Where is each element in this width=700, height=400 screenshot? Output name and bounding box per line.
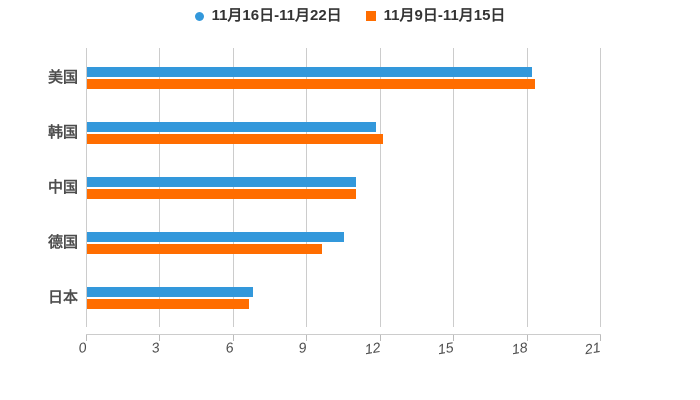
- gridline-x-0: [86, 48, 87, 327]
- x-tick-label-9: 9: [297, 339, 308, 357]
- x-tick-12: [379, 334, 381, 341]
- x-tick-label-6: 6: [224, 339, 235, 357]
- bar-series2-cat1[interactable]: [87, 79, 535, 89]
- x-tick-label-15: 15: [436, 339, 455, 358]
- y-axis-category-label: 美国: [47, 69, 78, 86]
- bar-series1-cat3[interactable]: [87, 177, 357, 187]
- gridline-x-18: [526, 48, 528, 327]
- legend-item-label: 11月9日-11月15日: [383, 7, 506, 24]
- x-tick-3: [159, 334, 161, 341]
- gridline-x-15: [453, 48, 455, 327]
- bar-series1-cat4[interactable]: [87, 232, 344, 242]
- y-axis-category-label: 德国: [47, 234, 78, 251]
- legend: 11月16日-11月22日 11月9日-11月15日: [0, 6, 700, 26]
- x-tick-label-0: 0: [77, 339, 88, 357]
- bar-series2-cat4[interactable]: [87, 244, 322, 254]
- x-tick-18: [526, 334, 528, 341]
- x-tick-label-3: 3: [150, 339, 161, 357]
- bar-series1-cat5[interactable]: [87, 287, 254, 297]
- bar-series2-cat3[interactable]: [87, 189, 357, 199]
- legend-square-marker-icon: [365, 11, 376, 21]
- x-tick-label-18: 18: [510, 339, 529, 358]
- gridline-x-9: [306, 48, 308, 327]
- y-axis-category-label: 中国: [47, 179, 78, 196]
- x-tick-label-12: 12: [363, 339, 382, 358]
- bar-series2-cat2[interactable]: [87, 134, 384, 144]
- gridline-x-6: [232, 48, 234, 327]
- x-tick-label-21: 21: [583, 339, 602, 358]
- legend-item-week-nov16-22[interactable]: 11月16日-11月22日: [194, 6, 342, 26]
- legend-circle-marker-icon: [194, 11, 204, 21]
- x-axis-line: [86, 334, 601, 335]
- gridline-x-21: [600, 48, 601, 327]
- y-axis-category-label: 韩国: [47, 124, 78, 141]
- legend-item-week-nov9-15[interactable]: 11月9日-11月15日: [365, 6, 506, 26]
- x-tick-9: [306, 334, 308, 341]
- gridline-x-3: [159, 48, 161, 327]
- legend-item-label: 11月16日-11月22日: [211, 7, 342, 24]
- x-tick-15: [453, 334, 455, 341]
- x-tick-21: [600, 334, 601, 341]
- gridline-x-12: [379, 48, 381, 327]
- x-tick-0: [86, 334, 87, 341]
- bar-series2-cat5[interactable]: [87, 299, 249, 309]
- y-axis-category-label: 日本: [47, 289, 78, 306]
- x-tick-6: [232, 334, 234, 341]
- bar-series1-cat1[interactable]: [87, 67, 533, 77]
- bar-series1-cat2[interactable]: [87, 122, 376, 132]
